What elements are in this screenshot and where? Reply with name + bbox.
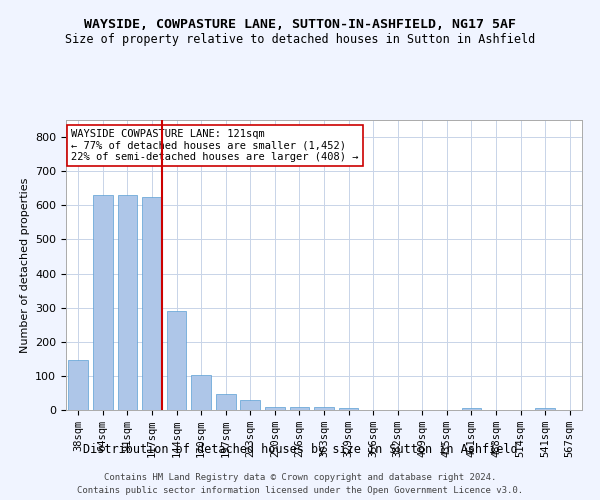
Bar — [191, 375, 211, 410]
Bar — [167, 311, 187, 410]
Bar — [535, 408, 555, 410]
Bar — [314, 406, 334, 410]
Text: WAYSIDE, COWPASTURE LANE, SUTTON-IN-ASHFIELD, NG17 5AF: WAYSIDE, COWPASTURE LANE, SUTTON-IN-ASHF… — [84, 18, 516, 30]
Bar — [118, 195, 137, 410]
Y-axis label: Number of detached properties: Number of detached properties — [20, 178, 29, 352]
Text: Contains public sector information licensed under the Open Government Licence v3: Contains public sector information licen… — [77, 486, 523, 495]
Text: Size of property relative to detached houses in Sutton in Ashfield: Size of property relative to detached ho… — [65, 32, 535, 46]
Bar — [142, 197, 162, 410]
Bar — [241, 400, 260, 410]
Bar — [93, 195, 113, 410]
Bar — [290, 406, 309, 410]
Bar — [265, 406, 284, 410]
Text: Distribution of detached houses by size in Sutton in Ashfield: Distribution of detached houses by size … — [83, 442, 517, 456]
Bar — [216, 394, 236, 410]
Text: WAYSIDE COWPASTURE LANE: 121sqm
← 77% of detached houses are smaller (1,452)
22%: WAYSIDE COWPASTURE LANE: 121sqm ← 77% of… — [71, 128, 359, 162]
Bar — [461, 408, 481, 410]
Text: Contains HM Land Registry data © Crown copyright and database right 2024.: Contains HM Land Registry data © Crown c… — [104, 472, 496, 482]
Bar — [339, 408, 358, 410]
Bar — [68, 360, 88, 410]
